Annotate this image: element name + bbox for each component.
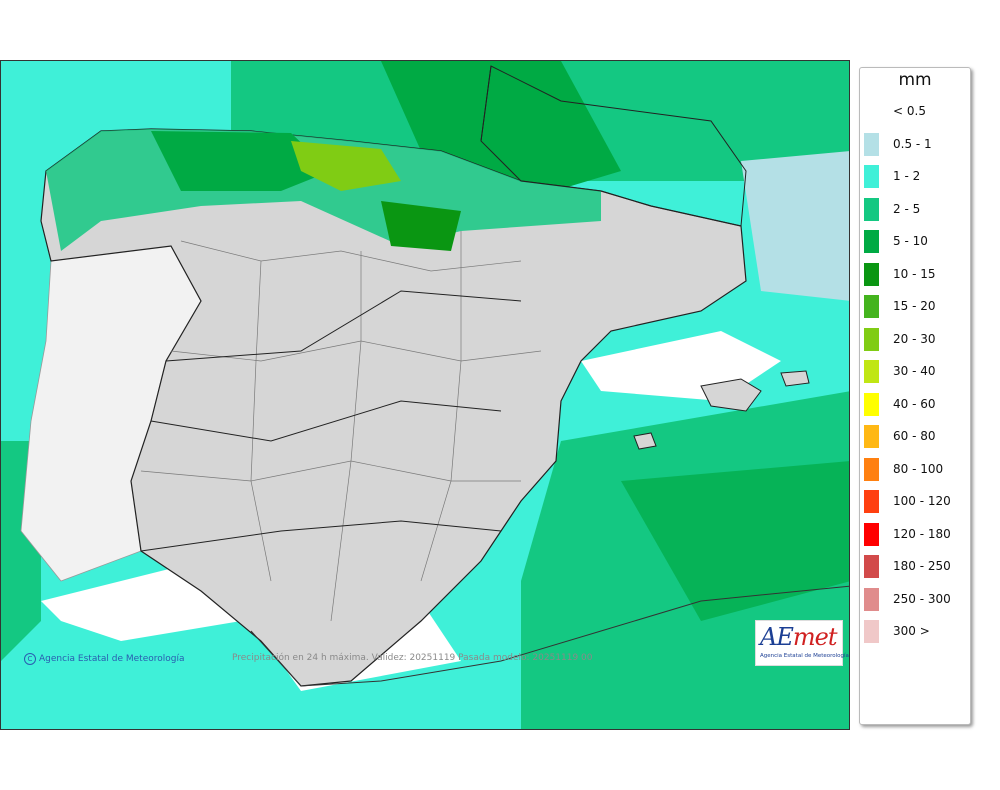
legend-swatch bbox=[864, 490, 879, 513]
spain-landmass bbox=[40, 128, 747, 687]
legend-item: 120 - 180 bbox=[864, 521, 968, 546]
legend-item: 60 - 80 bbox=[864, 423, 968, 448]
legend-item: 2 - 5 bbox=[864, 196, 968, 221]
legend-item: 5 - 10 bbox=[864, 228, 968, 253]
menorca-island bbox=[780, 370, 810, 387]
france-border bbox=[480, 65, 747, 227]
aemet-logo-mark: AEmet bbox=[760, 623, 837, 651]
legend-swatch bbox=[864, 522, 879, 546]
asturias-heavy-rain bbox=[151, 131, 331, 191]
legend-item: 0.5 - 1 bbox=[864, 131, 968, 156]
legend-item: 30 - 40 bbox=[864, 358, 968, 383]
legend-swatch bbox=[864, 392, 879, 416]
legend-label: 250 - 300 bbox=[893, 591, 951, 606]
agency-credit: C Agencia Estatal de Meteorología bbox=[24, 653, 185, 665]
legend-swatch bbox=[864, 457, 879, 481]
copyright-icon: C bbox=[24, 653, 36, 665]
legend-label: 2 - 5 bbox=[893, 201, 921, 216]
legend-label: 120 - 180 bbox=[893, 526, 951, 541]
legend-item: < 0.5 bbox=[864, 98, 968, 123]
legend-swatch bbox=[864, 360, 879, 383]
legend-unit: mm bbox=[898, 70, 932, 90]
north-heavy-rain-band bbox=[381, 61, 621, 201]
mallorca-island bbox=[700, 378, 762, 412]
legend-swatch bbox=[864, 197, 879, 221]
legend-swatch bbox=[864, 262, 879, 286]
basque-heavy-rain bbox=[381, 201, 461, 251]
legend-item: 180 - 250 bbox=[864, 553, 968, 578]
agency-credit-text: Agencia Estatal de Meteorología bbox=[39, 654, 185, 664]
legend-label: 20 - 30 bbox=[893, 331, 936, 346]
aemet-logo-subtitle: Agencia Estatal de Meteorología bbox=[760, 653, 849, 659]
precipitation-legend: mm < 0.5 0.5 - 1 1 - 2 2 - 5 5 - 10 10 - 15 15… bbox=[859, 67, 971, 725]
province-borders bbox=[140, 231, 542, 622]
legend-label: 5 - 10 bbox=[893, 234, 928, 248]
legend-item: 300 > bbox=[864, 618, 968, 643]
legend-label: 80 - 100 bbox=[893, 461, 944, 476]
legend-item: 250 - 300 bbox=[864, 586, 968, 611]
legend-swatch bbox=[864, 620, 879, 643]
legend-swatch bbox=[864, 230, 879, 253]
cantabria-heavy-rain bbox=[291, 141, 401, 191]
legend-label: 15 - 20 bbox=[893, 299, 936, 313]
legend-label: 300 > bbox=[893, 624, 930, 638]
legend-label: 30 - 40 bbox=[893, 364, 936, 378]
legend-label: 0.5 - 1 bbox=[893, 136, 932, 151]
legend-swatch bbox=[864, 555, 879, 578]
africa-coastline bbox=[250, 585, 849, 687]
legend-swatch bbox=[864, 132, 879, 156]
precipitation-map bbox=[0, 60, 850, 730]
ibiza-island bbox=[633, 432, 657, 450]
legend-label: 180 - 250 bbox=[893, 559, 951, 573]
legend-label: < 0.5 bbox=[893, 104, 926, 118]
legend-swatch bbox=[864, 425, 879, 448]
legend-item: 10 - 15 bbox=[864, 261, 968, 286]
legend-label: 60 - 80 bbox=[893, 429, 936, 443]
legend-item: 80 - 100 bbox=[864, 456, 968, 481]
legend-swatch bbox=[864, 165, 879, 188]
legend-swatch bbox=[864, 327, 879, 351]
light-rain-area bbox=[741, 151, 849, 301]
legend-label: 1 - 2 bbox=[893, 169, 921, 183]
legend-item: 100 - 120 bbox=[864, 488, 968, 513]
legend-item: 1 - 2 bbox=[864, 163, 968, 188]
legend-item: 20 - 30 bbox=[864, 326, 968, 351]
legend-item: 40 - 60 bbox=[864, 391, 968, 416]
legend-swatch bbox=[864, 295, 879, 318]
legend-label: 100 - 120 bbox=[893, 494, 951, 508]
balearic-rain-area bbox=[621, 461, 849, 621]
aemet-logo: AEmet Agencia Estatal de Meteorología bbox=[755, 620, 849, 666]
map-canvas bbox=[1, 61, 849, 729]
legend-label: 40 - 60 bbox=[893, 396, 936, 411]
legend-swatch bbox=[864, 587, 879, 611]
legend-item: 15 - 20 bbox=[864, 293, 968, 318]
validity-text: Precipitación en 24 h máxima. Validez: 2… bbox=[232, 653, 593, 663]
legend-label: 10 - 15 bbox=[893, 266, 936, 281]
legend-swatch bbox=[864, 100, 879, 123]
